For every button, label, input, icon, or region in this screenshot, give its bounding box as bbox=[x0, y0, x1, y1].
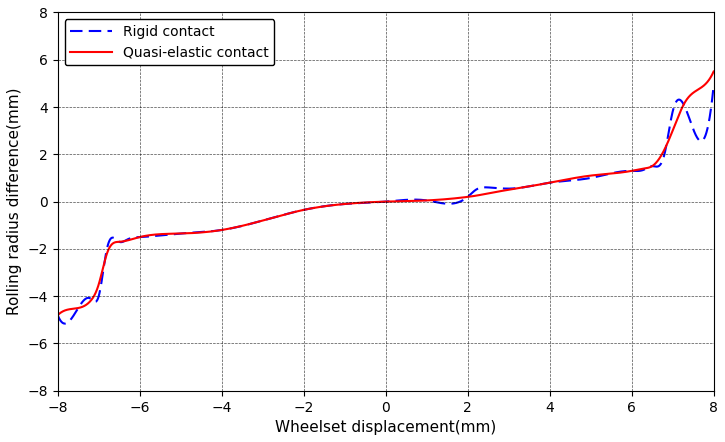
Quasi-elastic contact bbox=[626, 168, 634, 174]
Quasi-elastic contact bbox=[709, 69, 718, 74]
Rigid contact bbox=[54, 312, 62, 318]
Y-axis label: Rolling radius difference(mm): Rolling radius difference(mm) bbox=[7, 88, 22, 315]
Quasi-elastic contact bbox=[697, 85, 705, 91]
Legend: Rigid contact, Quasi-elastic contact: Rigid contact, Quasi-elastic contact bbox=[65, 19, 274, 65]
Rigid contact bbox=[167, 232, 176, 237]
Rigid contact bbox=[697, 138, 705, 144]
Rigid contact bbox=[305, 206, 314, 211]
Quasi-elastic contact bbox=[128, 236, 137, 242]
Quasi-elastic contact bbox=[54, 312, 62, 318]
Line: Rigid contact: Rigid contact bbox=[58, 86, 713, 324]
Rigid contact bbox=[626, 168, 634, 174]
Quasi-elastic contact bbox=[305, 206, 314, 211]
Rigid contact bbox=[60, 321, 69, 326]
Line: Quasi-elastic contact: Quasi-elastic contact bbox=[58, 72, 713, 315]
Rigid contact bbox=[128, 235, 137, 240]
Quasi-elastic contact bbox=[334, 202, 342, 207]
X-axis label: Wheelset displacement(mm): Wheelset displacement(mm) bbox=[275, 420, 497, 435]
Rigid contact bbox=[334, 202, 342, 207]
Rigid contact bbox=[709, 83, 718, 88]
Quasi-elastic contact bbox=[167, 231, 175, 236]
